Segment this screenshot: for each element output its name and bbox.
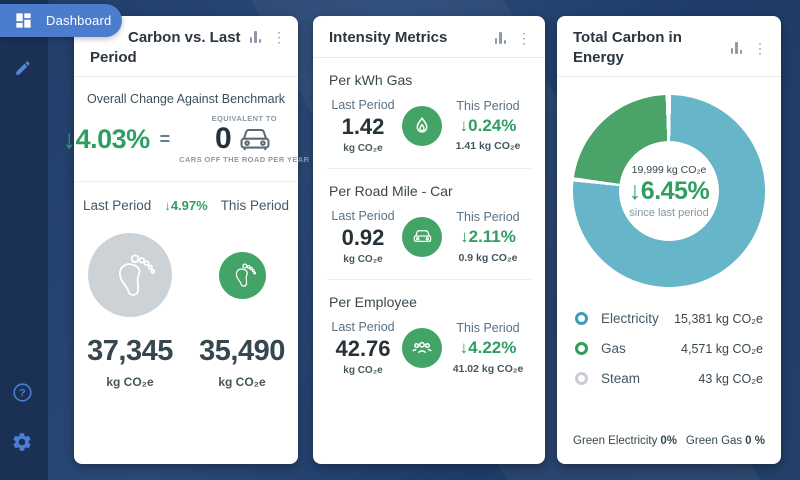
legend-label: Electricity: [601, 311, 659, 326]
card-header: Intensity Metrics ⋮: [313, 16, 545, 58]
sidebar: ?: [0, 0, 48, 480]
this-period-unit: kg CO₂e: [218, 375, 266, 389]
this-period-footprint: [218, 251, 266, 299]
last-period-unit: kg CO₂e: [343, 365, 383, 377]
legend-value: 43 kg CO₂e: [698, 371, 763, 386]
divider: [327, 278, 531, 280]
divider: [327, 167, 531, 169]
donut-caption: since last period: [629, 206, 709, 219]
equivalent-caption-top: EQUIVALENT TO: [211, 114, 277, 123]
more-menu-icon[interactable]: ⋮: [753, 39, 767, 56]
more-menu-icon[interactable]: ⋮: [517, 29, 531, 46]
footprint-icon: [235, 263, 257, 287]
intensity-section: Per Road Mile - Car Last Period 0.92 kg …: [313, 183, 545, 280]
donut-change-value: ↓6.45%: [628, 176, 710, 205]
equivalent-value: 0: [214, 122, 232, 155]
dashboard-icon: [16, 13, 31, 28]
svg-text:?: ?: [19, 387, 25, 399]
green-energy-row: Green Electricity 0% Green Gas 0 %: [573, 435, 765, 447]
overall-change-row: ↓4.03% = EQUIVALENT TO 0 CARS OFF THE RO…: [63, 114, 309, 164]
card-total-carbon-in-energy: Total Carbon in Energy ⋮ 19,999 kg CO₂e …: [557, 16, 781, 464]
last-period-label: Last Period: [331, 319, 395, 334]
this-period-label: This Period: [456, 209, 520, 224]
change-value: ↓0.24%: [459, 115, 517, 135]
chart-type-icon[interactable]: [730, 41, 742, 54]
legend-item-electricity: Electricity 15,381 kg CO₂e: [575, 311, 763, 326]
card-carbon-vs-last-period: Carbon vs. Last Period ⋮ Overall Change …: [63, 16, 309, 464]
period-labels-row: Last Period ↓4.97% This Period: [74, 198, 298, 213]
gas-ring-icon: [575, 342, 588, 355]
this-period-value: 41.02 kg CO₂e: [452, 362, 524, 375]
divider: [74, 181, 298, 182]
green-gas: Green Gas 0 %: [685, 435, 765, 447]
legend-label: Gas: [601, 341, 626, 356]
totals-row: 37,345 kg CO₂e 35,490 kg CO₂e: [74, 335, 298, 389]
people-icon: [402, 327, 442, 368]
this-period-total: 35,490: [199, 335, 285, 367]
last-period-label: Last Period: [331, 208, 395, 223]
card-title: Total Carbon in Energy: [573, 29, 682, 66]
chart-type-icon[interactable]: [494, 31, 506, 44]
donut-center: 19,999 kg CO₂e ↓6.45% since last period: [619, 141, 719, 241]
footprint-comparison: [74, 229, 298, 321]
this-period-label: This Period: [456, 98, 520, 113]
help-icon[interactable]: ?: [12, 382, 33, 403]
last-period-footprint: [88, 233, 172, 317]
legend: Electricity 15,381 kg CO₂e Gas 4,571 kg …: [557, 311, 781, 386]
this-period-label: This Period: [220, 198, 289, 213]
gas-flame-icon: [402, 105, 442, 146]
last-period-unit: kg CO₂e: [343, 142, 383, 154]
donut-total-value: 19,999 kg CO₂e: [631, 163, 707, 176]
last-period-unit: kg CO₂e: [106, 375, 154, 389]
benchmark-label: Overall Change Against Benchmark: [86, 92, 286, 106]
section-title: Per Employee: [329, 293, 417, 310]
card-title: Carbon vs. Last Period: [90, 29, 241, 66]
intensity-section: Per Employee Last Period 42.76 kg CO₂e T…: [313, 294, 545, 376]
section-title: Per Road Mile - Car: [329, 182, 453, 199]
chart-type-icon[interactable]: [249, 31, 261, 43]
card-intensity-metrics: Intensity Metrics ⋮ Per kWh Gas Last Per…: [313, 16, 545, 464]
card-header: Total Carbon in Energy ⋮: [557, 16, 781, 77]
steam-ring-icon: [575, 372, 588, 385]
electricity-ring-icon: [575, 312, 588, 325]
sidebar-item-dashboard[interactable]: Dashboard: [0, 4, 122, 37]
green-electricity: Green Electricity 0%: [573, 435, 677, 447]
equals-sign: =: [159, 128, 171, 149]
this-period-label: This Period: [456, 321, 520, 336]
legend-value: 4,571 kg CO₂e: [681, 341, 763, 356]
this-period-value: 1.41 kg CO₂e: [455, 140, 521, 153]
last-period-value: 42.76: [335, 335, 391, 361]
equivalent-caption-bottom: CARS OFF THE ROAD PER YEAR: [179, 155, 310, 164]
gear-icon[interactable]: [11, 431, 33, 453]
sidebar-item-label: Dashboard: [46, 13, 112, 28]
change-value: ↓4.22%: [459, 338, 517, 358]
card-header: Carbon vs. Last Period ⋮: [74, 16, 298, 77]
car-icon: [402, 216, 442, 257]
footprint-icon: [119, 254, 156, 296]
overall-change-value: ↓4.03%: [62, 123, 151, 154]
section-title: Per kWh Gas: [329, 71, 413, 88]
legend-item-steam: Steam 43 kg CO₂e: [575, 371, 763, 386]
last-period-total: 37,345: [87, 335, 173, 367]
last-period-unit: kg CO₂e: [343, 253, 383, 265]
edit-pencil-icon[interactable]: [14, 59, 32, 77]
last-period-value: 0.92: [341, 224, 385, 250]
more-menu-icon[interactable]: ⋮: [272, 29, 286, 45]
last-period-value: 1.42: [341, 113, 385, 139]
legend-value: 15,381 kg CO₂e: [674, 311, 763, 326]
last-period-label: Last Period: [331, 97, 395, 112]
card-title: Intensity Metrics: [329, 29, 448, 46]
intensity-section: Per kWh Gas Last Period 1.42 kg CO₂e Thi…: [313, 72, 545, 169]
change-value: ↓2.11%: [460, 226, 516, 246]
legend-label: Steam: [601, 371, 641, 386]
legend-item-gas: Gas 4,571 kg CO₂e: [575, 341, 763, 356]
last-period-label: Last Period: [83, 198, 152, 213]
period-change-value: ↓4.97%: [164, 198, 208, 213]
car-outline-icon: [240, 128, 270, 150]
this-period-value: 0.9 kg CO₂e: [458, 251, 518, 264]
donut-chart: 19,999 kg CO₂e ↓6.45% since last period: [573, 95, 765, 287]
